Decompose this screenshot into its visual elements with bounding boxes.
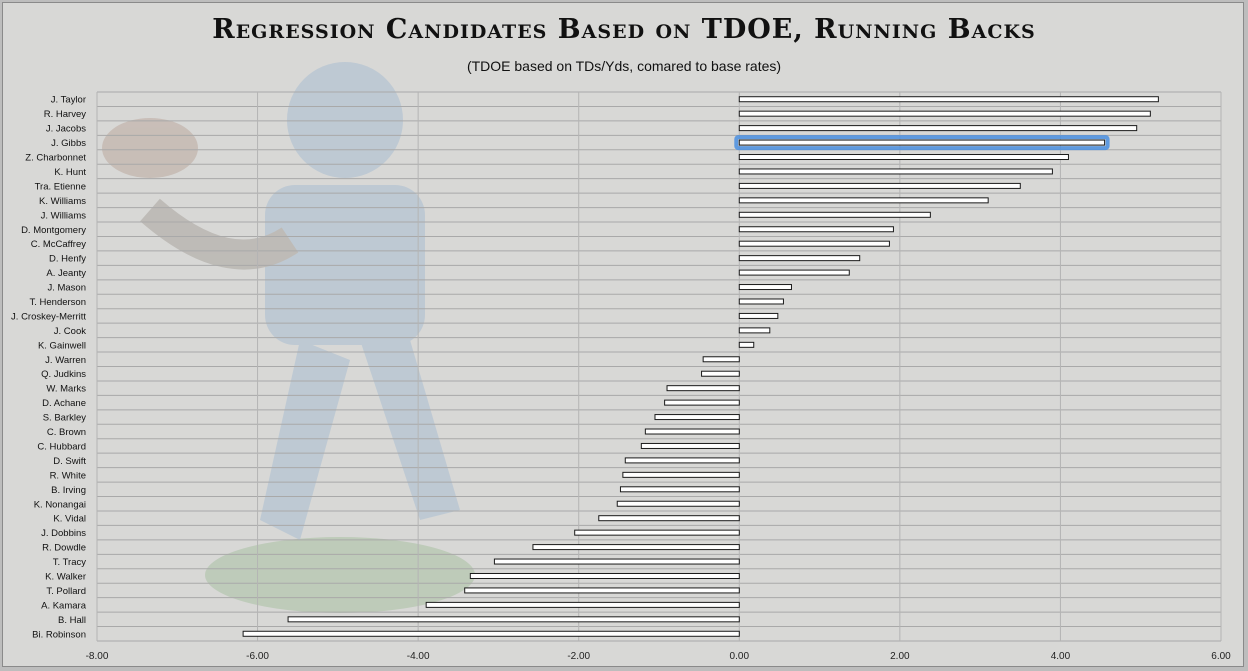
bar bbox=[738, 255, 861, 262]
bar bbox=[738, 197, 989, 204]
category-label: B. Hall bbox=[58, 615, 86, 626]
bars bbox=[242, 96, 1159, 637]
category-label: D. Montgomery bbox=[21, 225, 86, 236]
category-label: Z. Charbonnet bbox=[25, 153, 86, 164]
category-label: K. Hunt bbox=[54, 167, 86, 178]
bar bbox=[493, 558, 740, 565]
bar bbox=[738, 341, 755, 348]
bar bbox=[619, 486, 740, 493]
player-figure-watermark bbox=[102, 62, 475, 613]
x-tick-label: 0.00 bbox=[730, 651, 750, 662]
category-label: J. Dobbins bbox=[41, 528, 86, 539]
bar bbox=[738, 211, 931, 218]
bar bbox=[574, 529, 740, 536]
bar bbox=[738, 284, 792, 291]
category-label: W. Marks bbox=[46, 384, 86, 395]
bar bbox=[738, 240, 890, 247]
bar bbox=[738, 269, 850, 276]
bar bbox=[644, 428, 740, 435]
bar bbox=[654, 414, 740, 421]
category-label: J. Williams bbox=[41, 210, 87, 221]
bar bbox=[616, 500, 740, 507]
bar bbox=[738, 327, 771, 334]
x-tick-label: -8.00 bbox=[86, 651, 109, 662]
category-label: J. Jacobs bbox=[46, 124, 86, 135]
category-label: T. Tracy bbox=[53, 557, 87, 568]
bar bbox=[738, 125, 1138, 132]
bar bbox=[738, 182, 1021, 189]
bar bbox=[701, 370, 740, 377]
bar bbox=[425, 601, 740, 608]
category-label: C. Brown bbox=[47, 427, 86, 438]
category-label: T. Henderson bbox=[29, 297, 86, 308]
bar bbox=[287, 616, 740, 623]
bar bbox=[738, 96, 1159, 103]
bar bbox=[738, 298, 784, 305]
category-label: T. Pollard bbox=[46, 586, 86, 597]
x-tick-label: 6.00 bbox=[1211, 651, 1231, 662]
bar bbox=[640, 442, 740, 449]
bar bbox=[624, 457, 740, 464]
category-label: R. Dowdle bbox=[42, 543, 86, 554]
category-label: K. Walker bbox=[45, 571, 86, 582]
category-labels: J. Taylor R. Harvey J. Jacobs J. Gibbs Z. Ch… bbox=[11, 95, 87, 641]
bar bbox=[598, 515, 740, 522]
bar bbox=[242, 630, 740, 637]
category-label: D. Achane bbox=[42, 398, 86, 409]
bar bbox=[738, 226, 894, 233]
category-label: D. Swift bbox=[53, 456, 86, 467]
bar bbox=[532, 544, 740, 551]
category-label: J. Cook bbox=[54, 326, 86, 337]
category-label: C. McCaffrey bbox=[31, 239, 87, 250]
x-axis-tick-labels: -8.00 -6.00 -4.00 -2.00 0.00 2.00 4.00 6.00 bbox=[86, 651, 1232, 662]
category-label: Tra. Etienne bbox=[35, 181, 86, 192]
x-tick-label: 4.00 bbox=[1051, 651, 1071, 662]
category-label: R. White bbox=[50, 470, 86, 481]
bar bbox=[738, 312, 779, 319]
bar bbox=[738, 168, 1053, 175]
category-label: J. Gibbs bbox=[51, 138, 86, 149]
bar bbox=[666, 385, 740, 392]
category-label: Q. Judkins bbox=[41, 369, 86, 380]
category-label: C. Hubbard bbox=[37, 441, 86, 452]
bar bbox=[738, 110, 1151, 117]
category-label: A. Jeanty bbox=[46, 268, 86, 279]
bar bbox=[738, 154, 1069, 161]
grid-lines bbox=[96, 91, 1222, 642]
x-tick-label: -4.00 bbox=[407, 651, 430, 662]
x-tick-label: 2.00 bbox=[890, 651, 910, 662]
category-label: A. Kamara bbox=[41, 600, 87, 611]
category-label: J. Croskey-Merritt bbox=[11, 311, 86, 322]
category-label: B. Irving bbox=[51, 485, 86, 496]
bar bbox=[469, 572, 740, 579]
category-label: J. Warren bbox=[45, 355, 86, 366]
highlight-glow bbox=[734, 135, 1110, 151]
category-label: K. Williams bbox=[39, 196, 86, 207]
chart-subtitle: (TDOE based on TDs/Yds, comared to base … bbox=[466, 58, 782, 74]
bar bbox=[702, 356, 740, 363]
chart-title: Regression Candidates Based on TDOE, Run… bbox=[212, 14, 1036, 45]
category-label: K. Nonangai bbox=[34, 499, 86, 510]
category-label: Bi. Robinson bbox=[32, 629, 86, 640]
x-tick-label: -2.00 bbox=[567, 651, 590, 662]
category-label: D. Henfy bbox=[49, 254, 86, 265]
category-label: R. Harvey bbox=[44, 109, 86, 120]
bar bbox=[622, 471, 740, 478]
bar bbox=[464, 587, 740, 594]
category-label: K. Vidal bbox=[53, 514, 86, 525]
category-label: J. Taylor bbox=[51, 95, 86, 106]
x-tick-label: -6.00 bbox=[246, 651, 269, 662]
category-label: S. Barkley bbox=[43, 413, 87, 424]
bar bbox=[738, 139, 1106, 146]
category-label: K. Gainwell bbox=[38, 340, 86, 351]
category-label: J. Mason bbox=[47, 283, 86, 294]
bar bbox=[664, 399, 740, 406]
